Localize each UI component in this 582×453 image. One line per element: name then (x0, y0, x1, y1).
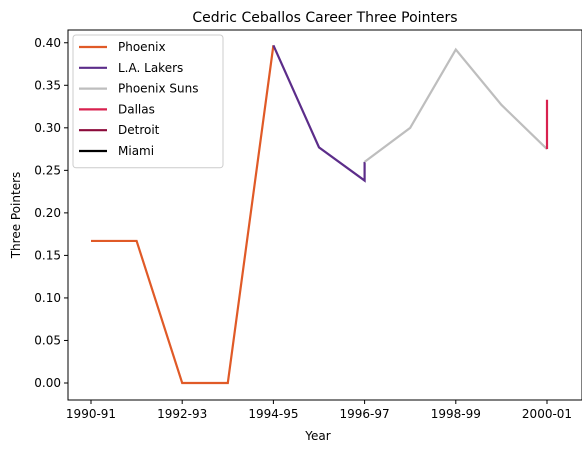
legend-label: Phoenix Suns (118, 82, 199, 96)
x-tick-label: 1992-93 (157, 407, 207, 421)
y-tick-label: 0.30 (34, 121, 61, 135)
series-lines (91, 44, 549, 385)
plot-area-frame (67, 29, 582, 401)
x-tick-label: 1996-97 (340, 407, 390, 421)
x-tick-label: 1990-91 (66, 407, 116, 421)
y-tick-label: 0.00 (34, 376, 61, 390)
y-tick-label: 0.25 (34, 163, 61, 177)
x-axis-label: Year (304, 429, 330, 443)
series-line-phoenix-suns (363, 47, 548, 163)
legend-box (72, 34, 224, 169)
x-tick-label: 2000-01 (522, 407, 572, 421)
y-tick-label: 0.20 (34, 206, 61, 220)
y-axis-label: Three Pointers (9, 172, 23, 260)
y-tick-label: 0.40 (34, 36, 61, 50)
y-tick-label: 0.15 (34, 248, 61, 262)
x-tick-label: 1994-95 (248, 407, 298, 421)
y-tick-label: 0.10 (34, 291, 61, 305)
legend-label: Detroit (118, 123, 160, 137)
series-line-l-a-lakers (272, 44, 366, 183)
legend: Phoenix L.A. Lakers Phoenix Suns Dallas Detr… (72, 34, 224, 169)
x-tick-label: 1998-99 (431, 407, 481, 421)
legend-label: Phoenix (118, 40, 166, 54)
legend-label: Dallas (118, 102, 155, 116)
series-line-phoenix (91, 45, 275, 385)
x-axis: 1990-91 1992-93 1994-95 1996-97 1998-99 2000-… (66, 400, 572, 421)
y-tick-label: 0.05 (34, 333, 61, 347)
legend-label: Miami (118, 144, 154, 158)
y-axis: 0.00 0.05 0.10 0.15 0.20 0.25 0.30 0.35 0.40 (34, 36, 68, 390)
y-tick-label: 0.35 (34, 78, 61, 92)
legend-label: L.A. Lakers (118, 61, 183, 75)
chart-title: Cedric Ceballos Career Three Pointers (192, 10, 457, 26)
